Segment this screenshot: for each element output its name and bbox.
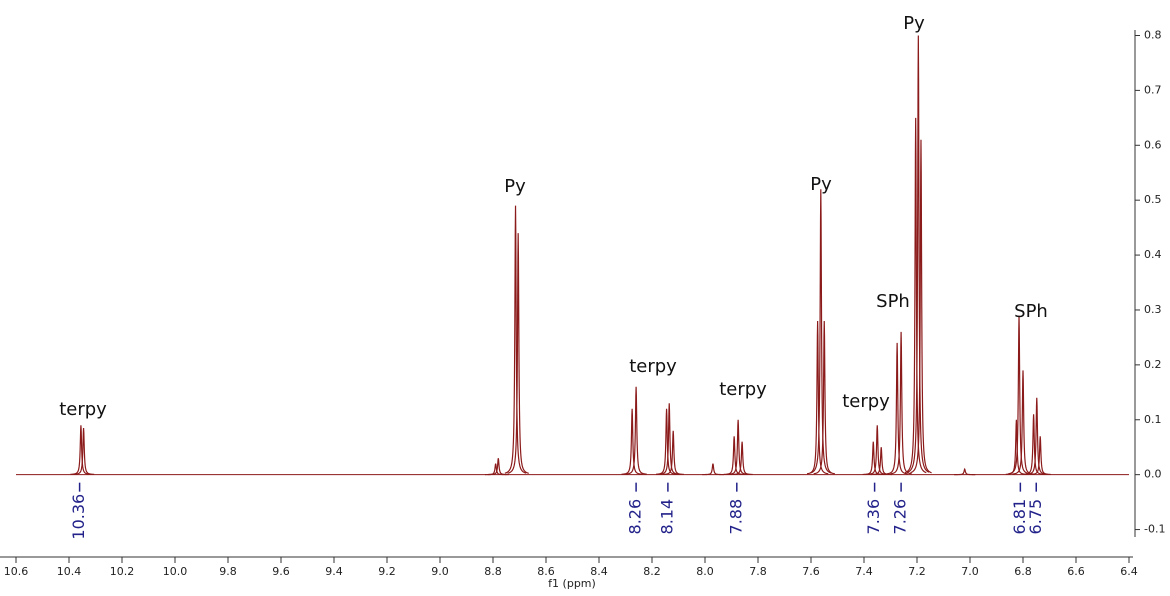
peak-annotation: terpy: [59, 399, 107, 420]
x-tick-label: 9.4: [325, 565, 343, 578]
peak: [504, 205, 527, 474]
peak-annotation: terpy: [719, 379, 767, 400]
peak-label: 7.88: [726, 499, 745, 535]
x-tick-label: 10.4: [57, 565, 82, 578]
peak: [507, 233, 529, 474]
x-tick-label: 7.6: [802, 565, 820, 578]
x-tick-label: 9.8: [219, 565, 237, 578]
y-tick-label: 0.3: [1144, 303, 1162, 316]
x-tick-label: 8.2: [643, 565, 661, 578]
peak: [907, 35, 930, 473]
peak: [1008, 315, 1030, 475]
x-tick-label: 7.2: [908, 565, 926, 578]
x-tick-label: 7.0: [961, 565, 979, 578]
peak-label: 7.36: [864, 499, 883, 535]
y-tick-label: 0.0: [1144, 468, 1162, 481]
peak: [1029, 436, 1051, 476]
peak-label: 6.81: [1010, 499, 1029, 535]
peak: [862, 441, 884, 476]
x-tick-label: 6.8: [1014, 565, 1032, 578]
x-tick-label: 6.4: [1120, 565, 1138, 578]
y-tick-label: 0.6: [1144, 138, 1162, 151]
peak: [72, 427, 95, 475]
x-tick-label: 9.2: [378, 565, 396, 578]
peak: [662, 430, 684, 476]
peak: [621, 408, 643, 475]
peak-annotation: SPh: [1014, 301, 1048, 322]
x-tick-label: 8.4: [590, 565, 608, 578]
x-tick-label: 10.2: [110, 565, 135, 578]
peak-annotation: terpy: [842, 391, 890, 412]
peak-annotation: Py: [810, 174, 832, 195]
y-tick-label: 0.7: [1144, 83, 1162, 96]
y-tick-label: 0.1: [1144, 413, 1162, 426]
peak: [702, 463, 724, 476]
peak: [904, 117, 927, 474]
x-axis-label: f1 (ppm): [548, 577, 596, 590]
x-tick-label: 7.8: [749, 565, 767, 578]
peak-annotation: Py: [903, 13, 925, 34]
peak: [727, 419, 749, 475]
peak: [890, 331, 912, 475]
x-tick-label: 8.6: [537, 565, 555, 578]
peak-label: 8.14: [657, 499, 676, 535]
peak-label: 7.26: [891, 499, 910, 535]
peak: [810, 189, 832, 474]
y-tick-label: 0.2: [1144, 358, 1162, 371]
peak: [870, 447, 892, 476]
x-tick-label: 8.8: [484, 565, 502, 578]
peak: [731, 441, 753, 476]
y-tick-label: 0.5: [1144, 193, 1162, 206]
peak: [658, 403, 680, 475]
y-tick-label: 0.4: [1144, 248, 1162, 261]
peak: [910, 139, 932, 474]
x-tick-label: 10.6: [4, 565, 29, 578]
peak: [1026, 397, 1048, 475]
peak: [886, 342, 908, 475]
y-tick-label: 0.8: [1144, 28, 1162, 41]
peak: [866, 425, 888, 475]
peak: [954, 467, 976, 476]
peak-label: 10.36: [69, 494, 88, 540]
peak-annotation: Py: [504, 176, 526, 197]
peak-annotation: terpy: [629, 356, 677, 377]
x-tick-label: 10.0: [163, 565, 188, 578]
peak: [813, 320, 835, 475]
peak: [70, 425, 92, 475]
x-tick-label: 6.6: [1067, 565, 1085, 578]
peak: [723, 436, 745, 476]
x-tick-label: 9.0: [431, 565, 449, 578]
peak: [487, 458, 509, 476]
y-tick-label: -0.1: [1144, 523, 1165, 536]
x-tick-label: 7.4: [855, 565, 873, 578]
x-tick-label: 9.6: [272, 565, 290, 578]
peak-label: 6.75: [1026, 499, 1045, 535]
peak-label: 8.26: [626, 499, 645, 535]
x-tick-label: 8.0: [696, 565, 714, 578]
peak: [625, 386, 647, 475]
peak-annotation: SPh: [876, 291, 910, 312]
